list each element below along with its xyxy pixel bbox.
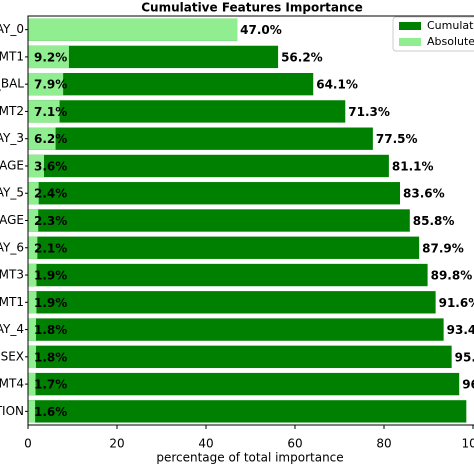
bar bbox=[28, 345, 452, 369]
value-label: 91.6% bbox=[439, 296, 474, 310]
bar bbox=[28, 45, 69, 69]
y-tick-label: AY_4 bbox=[0, 322, 24, 336]
value-label: 71.3% bbox=[348, 105, 390, 119]
value-label: 85.8% bbox=[413, 214, 455, 228]
value-label: 96.9% bbox=[462, 378, 474, 392]
legend-swatch bbox=[399, 38, 421, 46]
value-label: 1.6% bbox=[34, 405, 67, 419]
bar bbox=[28, 263, 37, 287]
value-label: 77.5% bbox=[376, 132, 418, 146]
bar bbox=[28, 372, 460, 396]
value-label: 1.8% bbox=[34, 323, 67, 337]
bar bbox=[28, 18, 238, 41]
y-tick-label: LAGE bbox=[0, 158, 24, 172]
bar bbox=[28, 45, 279, 69]
bar bbox=[28, 209, 410, 232]
y-tick-label: TION bbox=[0, 404, 24, 418]
bar bbox=[28, 72, 64, 96]
y-tick-label: MT4 bbox=[0, 377, 24, 391]
bar bbox=[28, 291, 436, 314]
legend-swatch bbox=[399, 22, 421, 30]
bar bbox=[28, 400, 467, 423]
bar bbox=[28, 72, 314, 96]
value-label: 1.9% bbox=[34, 269, 67, 283]
bar bbox=[28, 209, 39, 232]
legend-label: Absolute bbox=[427, 35, 474, 48]
chart-title: Cumulative Features Importance bbox=[141, 1, 363, 15]
value-label: 2.4% bbox=[34, 187, 67, 201]
bar bbox=[28, 236, 420, 259]
bar bbox=[28, 182, 401, 205]
bar bbox=[28, 127, 373, 150]
y-tick-label: AY_0 bbox=[0, 22, 24, 36]
value-label: 56.2% bbox=[281, 50, 323, 64]
x-tick-label: 80 bbox=[376, 437, 391, 451]
y-tick-label: AY_6 bbox=[0, 240, 24, 254]
bar bbox=[28, 345, 37, 369]
y-tick-label: _BAL bbox=[0, 77, 24, 91]
bar bbox=[28, 100, 60, 123]
y-tick-label: LAGE bbox=[0, 213, 24, 227]
bar bbox=[28, 372, 36, 396]
x-axis-label: percentage of total importance bbox=[156, 451, 343, 465]
bar bbox=[28, 100, 346, 123]
bar bbox=[28, 318, 37, 341]
value-label: 3.6% bbox=[34, 159, 67, 173]
value-label: 7.9% bbox=[34, 78, 67, 92]
bar bbox=[28, 400, 36, 423]
x-tick-label: 60 bbox=[287, 437, 302, 451]
bar bbox=[28, 236, 38, 259]
y-tick-label: MT1 bbox=[0, 295, 24, 309]
value-label: 93.4% bbox=[447, 323, 474, 337]
value-label: 1.8% bbox=[34, 350, 67, 364]
y-tick-label: SEX bbox=[1, 349, 24, 363]
value-label: 81.1% bbox=[392, 159, 434, 173]
x-tick-label: 0 bbox=[24, 437, 32, 451]
value-label: 2.1% bbox=[34, 241, 67, 255]
y-tick-label: MT3 bbox=[0, 268, 24, 282]
y-tick-label: AY_3 bbox=[0, 131, 24, 145]
value-label: 95.2% bbox=[455, 350, 474, 364]
value-label: 64.1% bbox=[316, 78, 358, 92]
value-label: 6.2% bbox=[34, 132, 67, 146]
x-tick-label: 100 bbox=[462, 437, 474, 451]
bar bbox=[28, 154, 45, 178]
value-label: 47.0% bbox=[240, 23, 282, 37]
value-label: 1.9% bbox=[34, 296, 67, 310]
y-tick-label: MT2 bbox=[0, 104, 24, 118]
legend-label: Cumulative bbox=[427, 19, 474, 32]
bar bbox=[28, 182, 39, 205]
bar bbox=[28, 291, 37, 314]
value-label: 89.8% bbox=[431, 269, 473, 283]
value-label: 2.3% bbox=[34, 214, 67, 228]
x-tick-label: 20 bbox=[109, 437, 124, 451]
y-tick-label: MT1 bbox=[0, 49, 24, 63]
value-label: 83.6% bbox=[403, 187, 445, 201]
value-label: 9.2% bbox=[34, 50, 67, 64]
bar bbox=[28, 263, 428, 287]
value-label: 7.1% bbox=[34, 105, 67, 119]
bar bbox=[28, 154, 389, 178]
value-label: 87.9% bbox=[422, 241, 464, 255]
plot-frame bbox=[27, 15, 474, 426]
y-tick-label: AY_5 bbox=[0, 186, 24, 200]
bar bbox=[28, 127, 56, 150]
value-label: 1.7% bbox=[34, 378, 67, 392]
x-tick-label: 40 bbox=[198, 437, 213, 451]
bar bbox=[28, 318, 444, 341]
